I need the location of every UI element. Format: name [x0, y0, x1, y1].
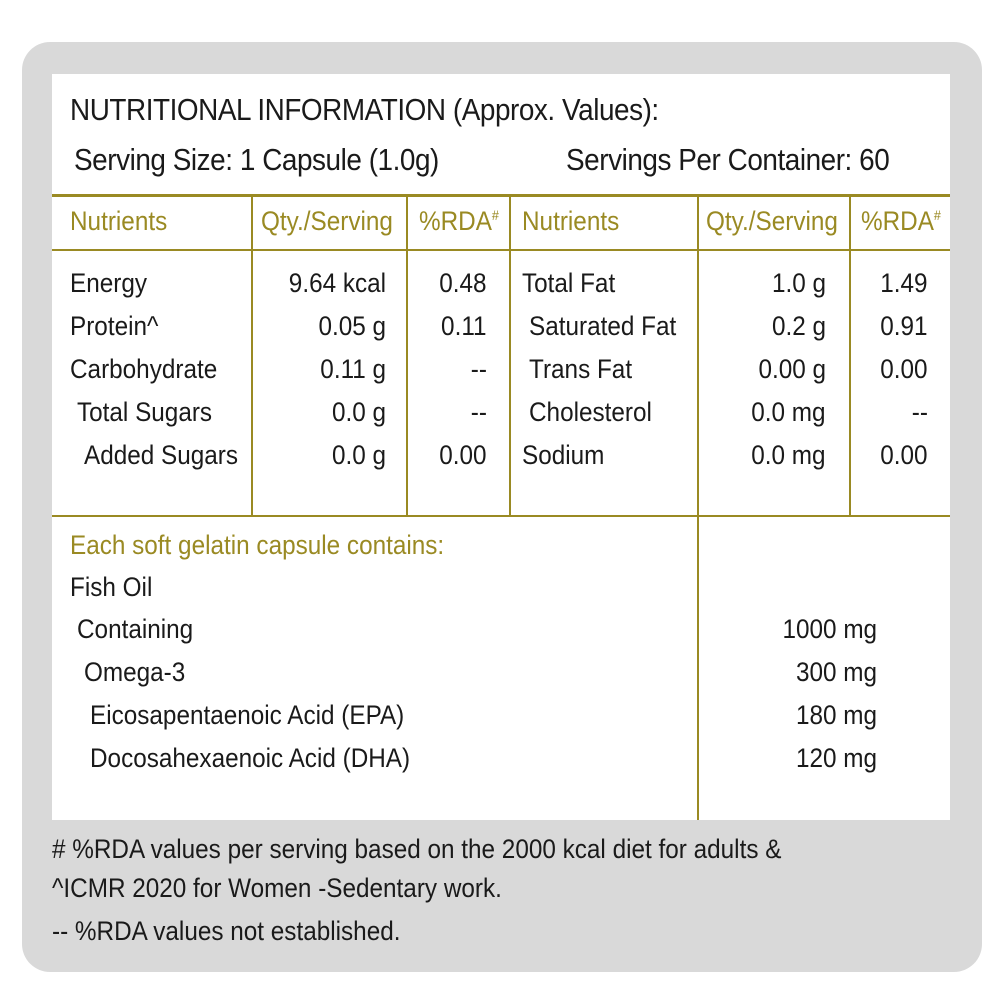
left-row-qty: 0.11 g	[320, 354, 386, 384]
left-row-name: Carbohydrate	[70, 354, 218, 384]
right-row-name: Cholesterol	[529, 397, 652, 427]
capsule-row-value: 180 mg	[795, 700, 877, 730]
capsule-row-value: 120 mg	[795, 743, 877, 773]
capsule-row-name: Fish Oil	[70, 572, 153, 602]
left-row-name: Total Sugars	[77, 397, 213, 427]
left-row-qty: 0.0 g	[331, 440, 386, 470]
left-row-name: Added Sugars	[84, 440, 239, 470]
header-rda-left-text: %RDA	[419, 206, 492, 236]
table-top-rule	[52, 194, 950, 197]
capsule-heading: Each soft gelatin capsule contains:	[70, 530, 445, 560]
capsule-row-name: Eicosapentaenoic Acid (EPA)	[90, 700, 405, 730]
capsule-row-value: 1000 mg	[782, 614, 877, 644]
left-row-qty: 0.05 g	[318, 311, 386, 341]
header-qty-left: Qty./Serving	[261, 206, 393, 236]
col-divider-5	[849, 194, 851, 517]
left-row-name: Energy	[70, 268, 148, 298]
left-row-qty: 0.0 g	[331, 397, 386, 427]
right-row-rda: 1.49	[880, 268, 928, 298]
left-row-rda: --	[470, 354, 487, 384]
right-row-qty: 0.0 mg	[751, 397, 826, 427]
servings-per-container: Servings Per Container: 60	[566, 142, 890, 177]
right-row-qty: 0.0 mg	[751, 440, 826, 470]
label-panel	[52, 74, 950, 820]
left-row-qty: 9.64 kcal	[288, 268, 386, 298]
right-row-name: Trans Fat	[529, 354, 633, 384]
serving-size: Serving Size: 1 Capsule (1.0g)	[74, 142, 439, 177]
section-divider-rule	[52, 515, 950, 517]
col-divider-4	[697, 194, 699, 820]
header-nutrients-left: Nutrients	[70, 206, 168, 236]
right-row-qty: 0.00 g	[758, 354, 826, 384]
right-row-name: Sodium	[522, 440, 605, 470]
right-row-qty: 0.2 g	[771, 311, 826, 341]
footnote-icmr: ^ICMR 2020 for Women -Sedentary work.	[52, 873, 502, 903]
left-row-rda: 0.00	[439, 440, 487, 470]
right-row-rda: 0.91	[880, 311, 928, 341]
footnote-rda: # %RDA values per serving based on the 2…	[52, 834, 782, 864]
right-row-qty: 1.0 g	[771, 268, 826, 298]
col-divider-3	[509, 194, 511, 517]
right-row-rda: --	[911, 397, 928, 427]
right-row-rda: 0.00	[880, 354, 928, 384]
left-row-name: Protein^	[70, 311, 159, 341]
right-row-name: Saturated Fat	[529, 311, 677, 341]
right-row-rda: 0.00	[880, 440, 928, 470]
header-rda-left: %RDA#	[419, 206, 499, 237]
header-qty-right: Qty./Serving	[706, 206, 838, 236]
footnote-not-established: -- %RDA values not established.	[52, 916, 401, 946]
col-divider-1	[251, 194, 253, 517]
capsule-row-name: Containing	[77, 614, 194, 644]
capsule-row-name: Omega-3	[84, 657, 186, 687]
header-rda-right-mark: #	[933, 207, 941, 223]
header-bottom-rule	[52, 249, 950, 251]
capsule-row-name: Docosahexaenoic Acid (DHA)	[90, 743, 411, 773]
col-divider-2	[406, 194, 408, 517]
left-row-rda: 0.48	[439, 268, 487, 298]
left-row-rda: 0.11	[441, 311, 487, 341]
capsule-row-value: 300 mg	[795, 657, 877, 687]
right-row-name: Total Fat	[522, 268, 616, 298]
left-row-rda: --	[470, 397, 487, 427]
header-nutrients-right: Nutrients	[522, 206, 620, 236]
header-rda-left-mark: #	[491, 207, 499, 223]
header-rda-right: %RDA#	[861, 206, 941, 237]
header-rda-right-text: %RDA	[861, 206, 934, 236]
nutrition-title: NUTRITIONAL INFORMATION (Approx. Values)…	[70, 92, 659, 127]
